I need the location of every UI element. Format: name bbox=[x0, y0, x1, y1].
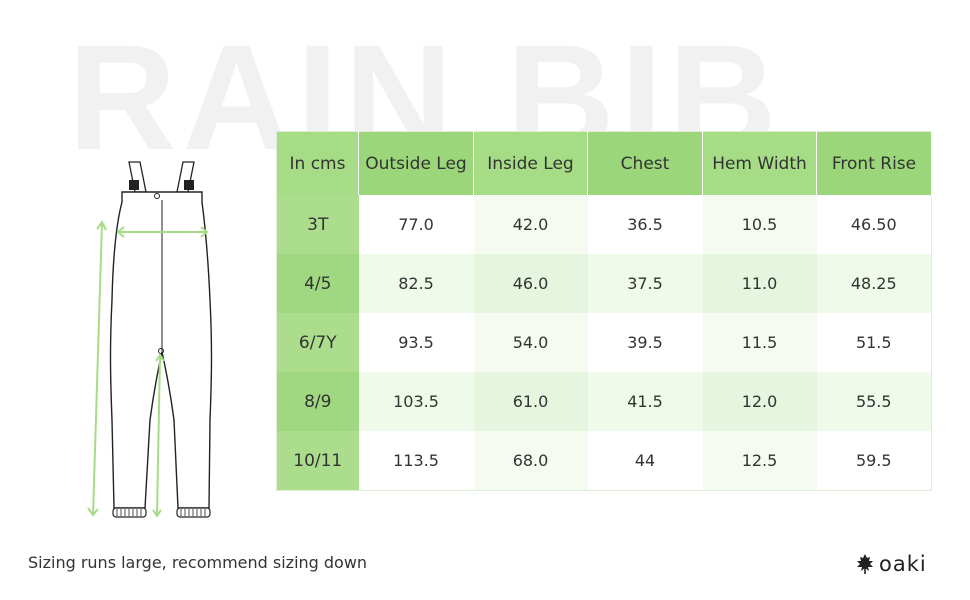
inside-leg-value: 54.0 bbox=[473, 313, 588, 372]
chest-value: 41.5 bbox=[587, 372, 703, 431]
front-rise-value: 59.5 bbox=[816, 431, 932, 491]
size-label: 10/11 bbox=[276, 431, 359, 491]
chest-value: 44 bbox=[587, 431, 703, 491]
table-header-row: In cms Outside Leg Inside Leg Chest Hem … bbox=[276, 131, 932, 195]
hem-width-value: 11.0 bbox=[702, 254, 817, 313]
chest-value: 37.5 bbox=[587, 254, 703, 313]
inside-leg-value: 68.0 bbox=[473, 431, 588, 491]
table-row: 8/9 103.5 61.0 41.5 12.0 55.5 bbox=[276, 372, 932, 431]
size-label: 8/9 bbox=[276, 372, 359, 431]
leaf-icon bbox=[857, 554, 873, 574]
size-label: 3T bbox=[276, 195, 359, 254]
chest-value: 39.5 bbox=[587, 313, 703, 372]
inside-leg-value: 46.0 bbox=[473, 254, 588, 313]
hem-width-value: 12.5 bbox=[702, 431, 817, 491]
table-row: 6/7Y 93.5 54.0 39.5 11.5 51.5 bbox=[276, 313, 932, 372]
header-front-rise: Front Rise bbox=[816, 131, 932, 195]
front-rise-value: 46.50 bbox=[816, 195, 932, 254]
bib-body-outline bbox=[109, 191, 213, 509]
hem-width-value: 11.5 bbox=[702, 313, 817, 372]
hem-width-value: 10.5 bbox=[702, 195, 817, 254]
inside-leg-value: 42.0 bbox=[473, 195, 588, 254]
front-rise-value: 48.25 bbox=[816, 254, 932, 313]
header-in-cms: In cms bbox=[276, 131, 359, 195]
brand-name: oaki bbox=[879, 552, 927, 576]
left-buckle bbox=[129, 180, 139, 190]
size-chart-table: In cms Outside Leg Inside Leg Chest Hem … bbox=[276, 131, 932, 491]
inside-leg-measure-line bbox=[156, 354, 161, 517]
outside-leg-value: 93.5 bbox=[358, 313, 474, 372]
table-row: 4/5 82.5 46.0 37.5 11.0 48.25 bbox=[276, 254, 932, 313]
outside-leg-measure-line bbox=[92, 221, 103, 516]
snap-button bbox=[154, 193, 160, 199]
header-inside-leg: Inside Leg bbox=[473, 131, 588, 195]
front-rise-value: 51.5 bbox=[816, 313, 932, 372]
table-row: 10/11 113.5 68.0 44 12.5 59.5 bbox=[276, 431, 932, 491]
inside-leg-value: 61.0 bbox=[473, 372, 588, 431]
outside-leg-value: 82.5 bbox=[358, 254, 474, 313]
outside-leg-value: 103.5 bbox=[358, 372, 474, 431]
header-chest: Chest bbox=[587, 131, 703, 195]
sizing-note: Sizing runs large, recommend sizing down bbox=[28, 553, 368, 572]
brand-logo: oaki bbox=[855, 552, 927, 576]
rain-bib-illustration bbox=[87, 161, 213, 518]
right-buckle bbox=[184, 180, 194, 190]
table-row: 3T 77.0 42.0 36.5 10.5 46.50 bbox=[276, 195, 932, 254]
outside-leg-value: 113.5 bbox=[358, 431, 474, 491]
measurement-lines bbox=[87, 220, 209, 518]
chest-value: 36.5 bbox=[587, 195, 703, 254]
crotch-snap bbox=[158, 348, 164, 354]
size-label: 6/7Y bbox=[276, 313, 359, 372]
header-hem-width: Hem Width bbox=[702, 131, 817, 195]
hem-width-value: 12.0 bbox=[702, 372, 817, 431]
front-rise-value: 55.5 bbox=[816, 372, 932, 431]
header-outside-leg: Outside Leg bbox=[358, 131, 474, 195]
size-label: 4/5 bbox=[276, 254, 359, 313]
outside-leg-value: 77.0 bbox=[358, 195, 474, 254]
